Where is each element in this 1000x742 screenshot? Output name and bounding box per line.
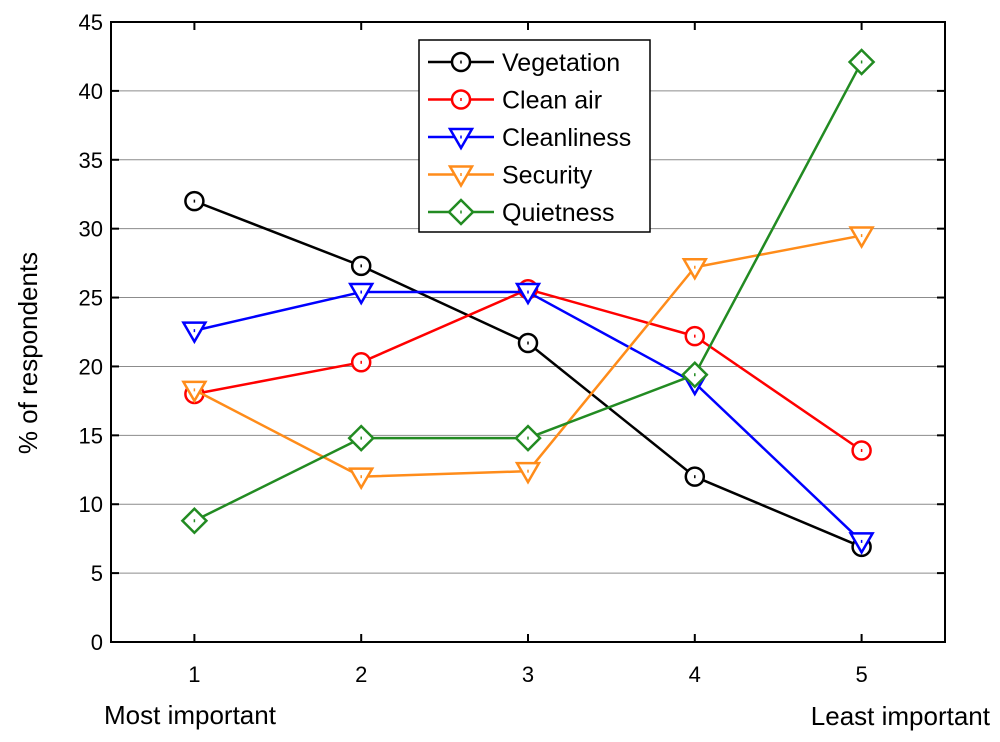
series-security (181, 226, 875, 491)
y-tick-label: 15 (79, 423, 103, 448)
x-tick-label: 1 (188, 662, 200, 687)
x-axis-left-label: Most important (104, 700, 277, 730)
legend-label-security: Security (502, 162, 593, 190)
legend-label-cleanliness: Cleanliness (502, 124, 631, 152)
legend-item-clean-air: Clean air (428, 87, 602, 115)
series-cleanliness (181, 282, 875, 555)
y-axis-label: % of respondents (13, 252, 43, 454)
y-tick-label: 30 (79, 217, 103, 242)
x-tick-label: 5 (855, 662, 867, 687)
legend-item-cleanliness: Cleanliness (428, 124, 631, 152)
x-tick-label: 2 (355, 662, 367, 687)
legend-label-clean-air: Clean air (502, 87, 602, 115)
y-tick-label: 0 (91, 630, 103, 655)
y-tick-label: 5 (91, 561, 103, 586)
legend-item-vegetation: Vegetation (428, 49, 620, 77)
series-vegetation (184, 190, 872, 558)
legend-item-quietness: Quietness (428, 198, 615, 227)
y-tick-label: 35 (79, 148, 103, 173)
series-layer (180, 48, 876, 558)
y-tick-label: 25 (79, 286, 103, 311)
y-tick-label: 10 (79, 492, 103, 517)
legend-label-quietness: Quietness (502, 199, 615, 227)
x-axis-right-label: Least important (811, 701, 991, 731)
y-tick-label: 45 (79, 10, 103, 35)
legend-label-vegetation: Vegetation (502, 49, 620, 77)
y-tick-label: 40 (79, 79, 103, 104)
x-tick-label: 3 (522, 662, 534, 687)
y-tick-label: 20 (79, 354, 103, 379)
legend-item-security: Security (428, 162, 593, 190)
legend: Vegetation Clean air Cleanliness Security Qu… (418, 39, 651, 233)
x-tick-label: 4 (689, 662, 701, 687)
series-quietness (180, 48, 876, 535)
